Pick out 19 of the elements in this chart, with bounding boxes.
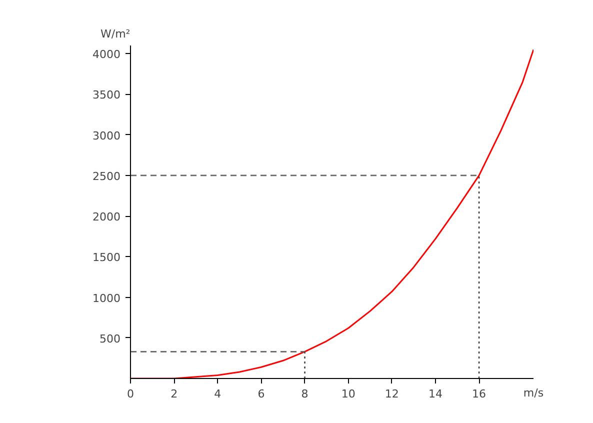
- y-tick-label: 500: [100, 332, 121, 346]
- y-tick-label: 1500: [92, 251, 121, 264]
- x-tick-label: 14: [428, 388, 442, 400]
- y-tick-label: 4000: [92, 48, 121, 62]
- x-tick-label: 6: [258, 388, 265, 400]
- x-tick-label: 16: [472, 388, 486, 400]
- y-tick-label: 1000: [92, 292, 121, 305]
- y-tick-label: 3000: [92, 129, 121, 142]
- x-axis-title: m/s: [523, 386, 544, 400]
- x-tick-label: 4: [214, 388, 222, 400]
- y-axis-title: W/m²: [100, 28, 130, 40]
- x-tick-label: 0: [127, 388, 134, 400]
- y-tick-label: 3500: [92, 88, 121, 102]
- x-tick-label: 10: [341, 388, 356, 400]
- y-tick-label: 2500: [92, 170, 121, 183]
- y-tick-label: 2000: [92, 210, 121, 224]
- x-tick-label: 12: [384, 388, 399, 400]
- x-tick-label: 2: [170, 388, 178, 400]
- x-tick-label: 8: [301, 388, 308, 400]
